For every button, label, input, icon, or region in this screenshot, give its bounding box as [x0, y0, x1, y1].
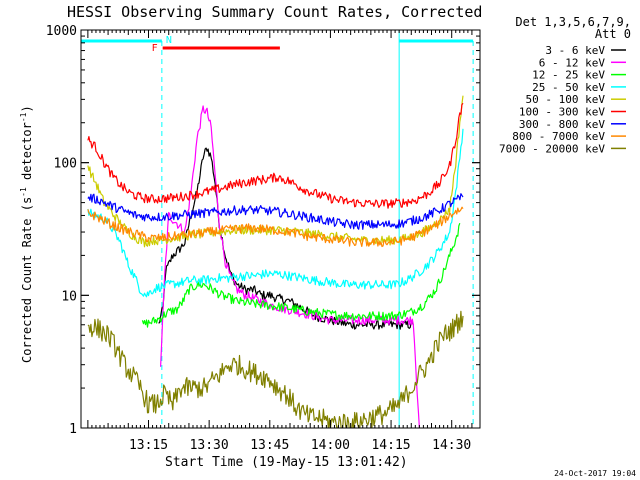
plot-frame [80, 29, 481, 429]
legend-label-3: 25 - 50 keV [532, 81, 605, 94]
x-tick-label-5: 14:30 [432, 438, 471, 453]
series-line-5 [87, 102, 464, 209]
x-axis-label: Start Time (19-May-15 13:01:42) [165, 455, 408, 470]
legend-label-7: 800 - 7000 keV [512, 130, 605, 143]
y-axis-label: Corrected Count Rate (s-1 detector-1) [19, 105, 34, 363]
legend-title-line2: Att 0 [595, 27, 631, 41]
night-flag: N [166, 35, 172, 46]
x-tick-label-1: 13:30 [190, 438, 229, 453]
y-axis: 1 10 100 1000 [46, 24, 480, 437]
series-layer [87, 95, 464, 428]
legend-label-8: 7000 - 20000 keV [499, 142, 605, 155]
series-line-7 [87, 206, 464, 248]
x-tick-label-2: 13:45 [250, 438, 289, 453]
series-line-2 [141, 222, 461, 328]
legend-label-0: 3 - 6 keV [545, 44, 605, 57]
y-axis-label-sup2: -1 [19, 112, 28, 122]
y-tick-label-3: 1000 [46, 24, 77, 39]
legend-label-5: 100 - 300 keV [519, 106, 605, 119]
series-line-1 [160, 105, 420, 428]
legend-label-4: 50 - 100 keV [526, 93, 606, 106]
x-tick-label-3: 14:00 [311, 438, 350, 453]
legend-label-6: 300 - 800 keV [519, 118, 605, 131]
y-axis-label-mid: detector [20, 122, 34, 187]
chart-title: HESSI Observing Summary Count Rates, Cor… [67, 3, 482, 21]
series-line-4 [87, 95, 464, 248]
legend-label-1: 6 - 12 keV [539, 56, 606, 69]
y-tick-label-0: 1 [69, 422, 77, 437]
y-axis-label-main: Corrected Count Rate (s [20, 197, 34, 363]
x-tick-label-4: 14:15 [371, 438, 410, 453]
legend-title-line1: Det 1,3,5,6,7,9, [515, 15, 631, 29]
y-tick-label-2: 100 [54, 157, 77, 172]
footer-date: 24-Oct-2017 19:04 [554, 469, 636, 478]
x-tick-label-0: 13:15 [129, 438, 168, 453]
flare-flag: F [152, 43, 158, 54]
y-tick-label-1: 10 [61, 289, 77, 304]
x-axis: 13:15 13:30 13:45 14:00 14:15 14:30 [87, 30, 473, 453]
y-axis-label-end: ) [20, 105, 34, 112]
y-axis-label-sup1: -1 [19, 187, 28, 197]
series-line-8 [87, 310, 464, 428]
series-line-6 [87, 193, 464, 230]
series-line-3 [87, 128, 464, 298]
series-line-0 [158, 147, 414, 330]
legend-label-2: 12 - 25 keV [532, 69, 605, 82]
